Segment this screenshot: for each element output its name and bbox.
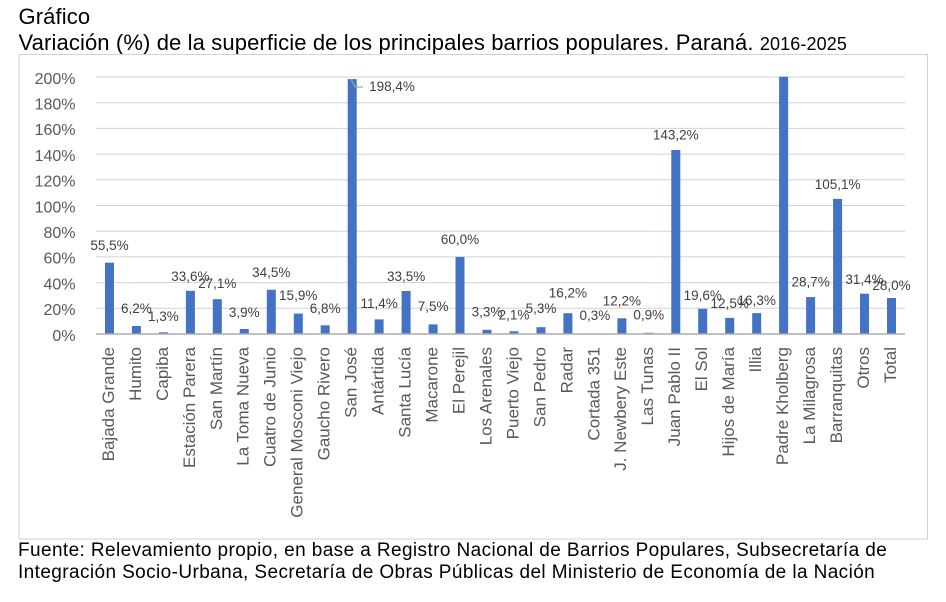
svg-text:San Pedro: San Pedro [530, 347, 549, 427]
svg-text:Barranquitas: Barranquitas [827, 347, 846, 443]
svg-text:80%: 80% [43, 225, 75, 242]
svg-text:19,6%: 19,6% [684, 288, 722, 303]
svg-text:J. Newbery Este: J. Newbery Este [611, 347, 630, 471]
svg-text:31,4%: 31,4% [845, 272, 883, 287]
svg-text:San José: San José [342, 347, 361, 418]
svg-text:34,5%: 34,5% [252, 265, 290, 280]
svg-text:Total: Total [881, 347, 900, 383]
svg-text:60%: 60% [43, 251, 75, 268]
svg-text:6,8%: 6,8% [310, 301, 341, 316]
svg-text:3,9%: 3,9% [229, 305, 260, 320]
svg-text:120%: 120% [35, 174, 76, 191]
svg-text:Radar: Radar [557, 347, 576, 394]
svg-text:Las Tunas: Las Tunas [638, 347, 657, 425]
svg-text:180%: 180% [35, 97, 76, 114]
svg-text:Antártida: Antártida [369, 346, 388, 415]
svg-text:Otros: Otros [854, 347, 873, 389]
svg-text:Macarone: Macarone [423, 347, 442, 423]
svg-text:7,5%: 7,5% [418, 299, 449, 314]
svg-text:0,3%: 0,3% [580, 308, 611, 323]
svg-text:105,1%: 105,1% [815, 177, 861, 192]
svg-text:143,2%: 143,2% [653, 128, 699, 143]
svg-text:3,3%: 3,3% [472, 305, 503, 320]
svg-text:11,4%: 11,4% [360, 296, 397, 311]
svg-text:Los Arenales: Los Arenales [476, 347, 495, 445]
svg-text:2,1%: 2,1% [499, 307, 530, 322]
svg-text:140%: 140% [35, 148, 76, 165]
svg-text:33,6%: 33,6% [171, 269, 209, 284]
svg-text:La Milagrosa: La Milagrosa [800, 346, 819, 444]
svg-text:Cortada 351: Cortada 351 [584, 347, 603, 441]
svg-text:6,2%: 6,2% [121, 301, 152, 316]
svg-text:La Toma Nueva: La Toma Nueva [234, 346, 253, 465]
svg-text:Cuatro de Junio: Cuatro de Junio [261, 347, 280, 467]
svg-text:16,3%: 16,3% [738, 293, 776, 308]
svg-text:100%: 100% [35, 199, 76, 216]
svg-text:33,5%: 33,5% [387, 269, 425, 284]
svg-text:General Mosconi Viejo: General Mosconi Viejo [288, 347, 307, 518]
svg-text:Puerto Viejo: Puerto Viejo [503, 347, 522, 439]
svg-text:Bajada Grande: Bajada Grande [99, 347, 118, 461]
svg-text:Gaucho Rivero: Gaucho Rivero [315, 347, 334, 460]
svg-text:Humito: Humito [126, 347, 145, 401]
svg-text:Juan Pablo II: Juan Pablo II [665, 347, 684, 446]
svg-text:12,5%: 12,5% [711, 296, 749, 311]
svg-text:Estación Parera: Estación Parera [180, 346, 199, 467]
svg-text:60,0%: 60,0% [441, 232, 479, 247]
svg-text:200%: 200% [35, 71, 76, 88]
svg-text:160%: 160% [35, 122, 76, 139]
svg-text:Padre Kholberg: Padre Kholberg [773, 347, 792, 465]
svg-text:0,9%: 0,9% [633, 307, 664, 322]
svg-text:5,3%: 5,3% [526, 301, 557, 316]
svg-text:40%: 40% [43, 276, 75, 293]
svg-text:El Sol: El Sol [692, 347, 711, 391]
svg-text:El Perejil: El Perejil [449, 347, 468, 414]
svg-text:12,2%: 12,2% [603, 294, 641, 309]
svg-text:1,3%: 1,3% [148, 309, 179, 324]
svg-text:16,2%: 16,2% [549, 286, 587, 301]
svg-text:20%: 20% [43, 302, 75, 319]
svg-text:28,0%: 28,0% [872, 278, 910, 293]
svg-text:55,5%: 55,5% [90, 238, 128, 253]
svg-text:Illia: Illia [746, 346, 765, 372]
svg-text:Capiba: Capiba [153, 346, 172, 400]
svg-text:198,4%: 198,4% [369, 79, 415, 94]
svg-text:15,9%: 15,9% [279, 288, 317, 303]
svg-text:San Martín: San Martín [207, 347, 226, 430]
svg-text:28,7%: 28,7% [791, 275, 829, 290]
svg-text:Hijos de María: Hijos de María [719, 346, 738, 456]
svg-text:Santa Lucía: Santa Lucía [396, 346, 415, 437]
svg-text:0%: 0% [52, 328, 75, 345]
svg-text:27,1%: 27,1% [198, 276, 236, 291]
